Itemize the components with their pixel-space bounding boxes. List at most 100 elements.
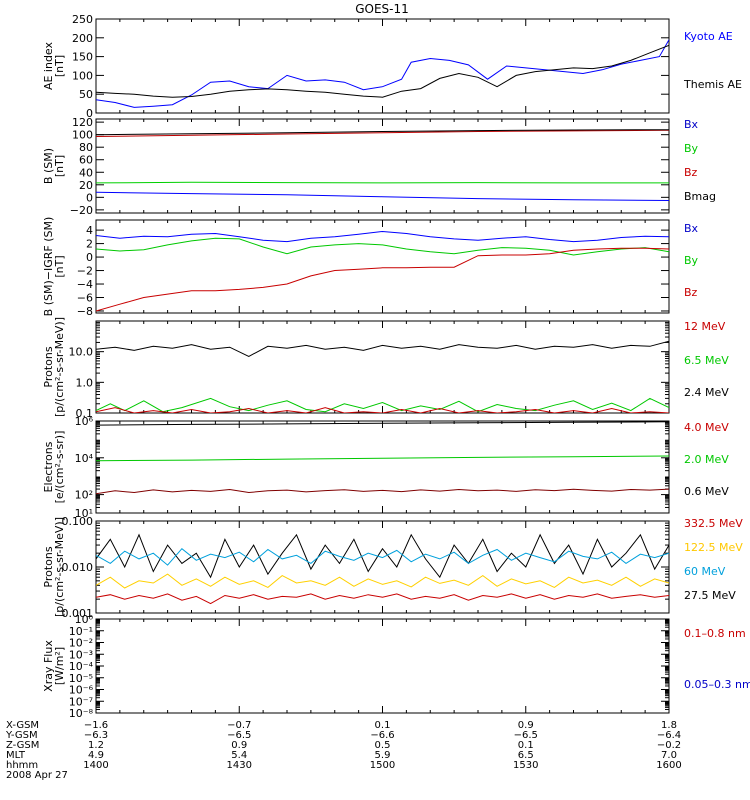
y-tick-label: 40 <box>79 166 93 179</box>
legend-entry: By <box>684 142 699 155</box>
legend-entry: Bz <box>684 166 698 179</box>
y-tick-label: 100 <box>72 69 93 82</box>
series-line-2-4-mev <box>96 340 669 357</box>
legend-entry: 122.5 MeV <box>684 541 743 554</box>
y-axis-label: AE index <box>42 41 55 90</box>
series-line-bmag <box>96 129 669 136</box>
legend-entry: Themis AE <box>683 78 742 91</box>
y-tick-label: 10⁻⁷ <box>69 695 93 708</box>
y-tick-label: 0 <box>86 107 93 120</box>
x-row-value: 1430 <box>227 760 252 771</box>
x-row-value: −6.5 <box>514 730 538 741</box>
y-axis-label: B (SM)−IGRF (SM) <box>42 217 55 317</box>
x-row-value: 1500 <box>370 760 395 771</box>
legend-entry: 12 MeV <box>684 320 726 333</box>
y-tick-label: 250 <box>72 13 93 26</box>
series-line-bz <box>96 129 669 137</box>
y-axis-label: [p/(cm²-s-sr-MeV)] <box>53 517 66 617</box>
legend-entry: 2.4 MeV <box>684 386 729 399</box>
series-line-themis-ae <box>96 44 669 98</box>
legend-entry: 0.6 MeV <box>684 485 729 498</box>
x-axis-footer: X-GSM −1.6 −0.7 0.1 0.9 1.8 Y-GSM −6.3 −6.5 −6.6 −… <box>5 720 682 781</box>
series-line-4-0-mev <box>96 488 669 495</box>
x-row-value: 1.2 <box>88 740 104 751</box>
y-tick-label: 10⁻² <box>69 637 93 650</box>
series-line-0-6-mev <box>96 421 669 426</box>
y-tick-label: 0.1 <box>76 407 94 420</box>
series-group <box>96 421 669 495</box>
x-row-label: X-GSM <box>6 720 39 731</box>
y-tick-label: −4 <box>77 278 93 291</box>
legend-entry: Bz <box>684 286 698 299</box>
series-line-kyoto-ae <box>96 39 669 108</box>
y-tick-label: 10⁻⁶ <box>69 684 94 697</box>
panel-frame <box>95 420 670 514</box>
panel-protons_low: 0.1 1.0 10.0 Protons[p/(cm²-s-sr-MeV)] 12 Me… <box>42 317 729 420</box>
x-row-label: Y-GSM <box>5 730 38 741</box>
y-tick-label: −20 <box>70 204 93 217</box>
y-axis-label: [nT] <box>53 255 66 277</box>
x-row-value: 0.5 <box>375 740 391 751</box>
series-line-6-5-mev <box>96 397 669 413</box>
panel-ae: 0 50 100 150 200 250 AE index[nT] Kyoto AE Themi… <box>42 13 742 120</box>
y-axis-label: Protons <box>42 346 55 387</box>
y-axis-label: B (SM) <box>42 148 55 184</box>
y-tick-label: 20 <box>79 179 93 192</box>
y-tick-label: 150 <box>72 51 93 64</box>
x-row-value: 4.9 <box>88 750 104 761</box>
series-line-by <box>96 237 669 256</box>
legend-entry: Bmag <box>684 190 716 203</box>
panel-protons_high: 0.001 0.010 0.100 Protons[p/(cm²-s-sr-MeV)]… <box>42 515 743 620</box>
legend-entry: 4.0 MeV <box>684 421 729 434</box>
panel-frame <box>95 18 670 114</box>
series-line-122-5-mev <box>96 548 669 566</box>
y-tick-label: 10⁻³ <box>69 648 93 661</box>
y-tick-label: 10.0 <box>69 346 94 359</box>
y-tick-label: 200 <box>72 32 93 45</box>
x-row-value: −6.6 <box>370 730 394 741</box>
x-row-value: −0.7 <box>227 720 251 731</box>
x-row-value: 1600 <box>656 760 681 771</box>
x-row-value: 5.9 <box>375 750 391 761</box>
y-tick-label: −8 <box>77 305 93 318</box>
series-line-by <box>96 181 669 184</box>
panel-frame <box>95 219 670 314</box>
chart-title: GOES-11 <box>355 2 409 16</box>
y-tick-label: 10⁶ <box>75 415 94 428</box>
series-line-27-5-mev <box>96 593 669 605</box>
x-row-label: MLT <box>6 750 26 761</box>
x-row-value: 0.9 <box>231 740 247 751</box>
legend-entry: 6.5 MeV <box>684 354 729 367</box>
y-axis-label: Protons <box>42 546 55 587</box>
y-tick-label: 10⁻¹ <box>69 625 93 638</box>
y-tick-label: 60 <box>79 154 93 167</box>
legend-entry: 0.1–0.8 nm <box>684 627 746 640</box>
y-tick-label: 10⁻⁴ <box>69 660 94 673</box>
y-tick-label: 10⁰ <box>75 613 94 626</box>
series-group <box>96 533 669 605</box>
y-tick-label: 10⁴ <box>75 452 94 465</box>
y-axis-label: [nT] <box>53 155 66 177</box>
y-tick-label: 0 <box>86 251 93 264</box>
y-tick-label: −6 <box>77 292 93 305</box>
x-row-value: 6.5 <box>518 750 534 761</box>
x-row-value: 7.0 <box>661 750 677 761</box>
panel-frame <box>95 618 670 714</box>
x-row-value: −6.4 <box>657 730 681 741</box>
series-group <box>96 129 669 201</box>
x-row-value: 1530 <box>513 760 538 771</box>
series-group <box>96 39 669 108</box>
series-line-bx <box>96 230 669 243</box>
legend-entry: 27.5 MeV <box>684 589 736 602</box>
x-row-label: Z-GSM <box>6 740 39 751</box>
x-row-value: −0.2 <box>657 740 681 751</box>
panel-electrons: 10¹ 10² 10⁴ 10⁶ Electrons[e/(cm²-s-sr)] 4.0 M… <box>42 415 729 520</box>
x-row-label: hhmm <box>6 760 38 771</box>
y-tick-label: 10² <box>75 489 93 502</box>
y-tick-label: −2 <box>77 265 93 278</box>
y-tick-label: 10¹ <box>75 507 93 520</box>
y-axis-label: [e/(cm²-s-sr)] <box>53 431 66 504</box>
x-row-value: 5.4 <box>231 750 247 761</box>
y-tick-label: 0 <box>86 191 93 204</box>
